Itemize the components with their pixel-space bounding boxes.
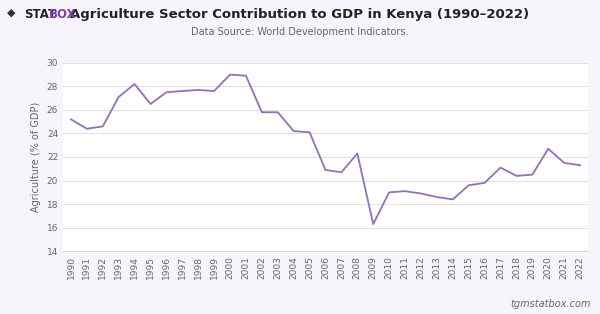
Text: BOX: BOX (49, 8, 77, 21)
Text: Agriculture Sector Contribution to GDP in Kenya (1990–2022): Agriculture Sector Contribution to GDP i… (70, 8, 530, 21)
Text: Data Source: World Development Indicators.: Data Source: World Development Indicator… (191, 27, 409, 37)
Y-axis label: Agriculture (% of GDP): Agriculture (% of GDP) (31, 102, 41, 212)
Text: ◆: ◆ (7, 8, 16, 18)
Text: STAT: STAT (24, 8, 56, 21)
Text: tgmstatbox.com: tgmstatbox.com (511, 299, 591, 309)
